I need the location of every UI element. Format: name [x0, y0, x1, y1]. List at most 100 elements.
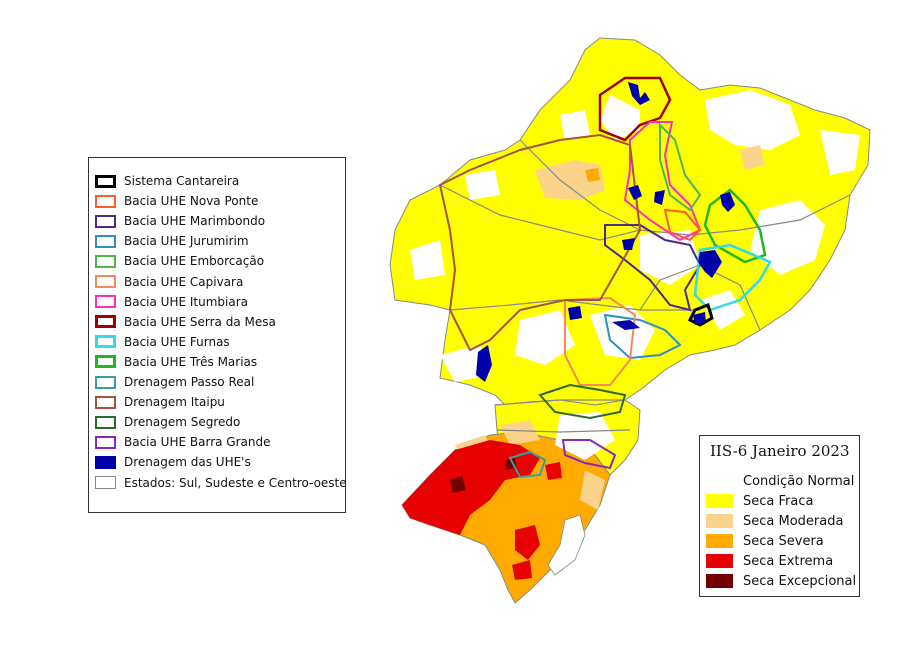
extreme-patch [515, 525, 540, 560]
basin-legend-item: Sistema Cantareira [95, 172, 239, 190]
lagoon [547, 514, 586, 576]
basin-furnas [693, 243, 772, 312]
basin-legend-item: Bacia UHE Emborcação [95, 252, 264, 270]
basin-itaipu [438, 133, 642, 352]
basin-legend-item: Drenagem Itaipu [95, 393, 225, 411]
normal-patch [555, 412, 615, 460]
reservoir [628, 185, 642, 200]
reservoir [476, 345, 492, 382]
basin-legend-swatch [95, 435, 116, 449]
basin-jurumirim [603, 313, 682, 360]
exceptional-patch [450, 476, 466, 493]
normal-patch [700, 290, 745, 330]
basin-capivara [564, 296, 637, 386]
drought-legend: IIS-6 Janeiro 2023 Condição Normal Seca F… [699, 435, 860, 597]
reservoirs [476, 82, 735, 382]
drought-legend-label: Seca Extrema [743, 553, 834, 569]
drought-legend-item: Condição Normal [706, 472, 854, 490]
reservoir [693, 312, 706, 325]
drought-legend-item: Seca Severa [706, 532, 824, 550]
normal-patch [750, 200, 825, 275]
basin-legend-label: Drenagem Passo Real [124, 375, 255, 389]
basin-legend-label: Bacia UHE Nova Ponte [124, 194, 259, 209]
reservoir [568, 306, 582, 320]
basin-legend-swatch [95, 275, 116, 288]
normal-patch [515, 310, 575, 365]
basin-legend-item: Bacia UHE Jurumirim [95, 232, 249, 250]
basin-serra-da-mesa [598, 76, 672, 142]
basin-legend: Sistema Cantareira Bacia UHE Nova Ponte Ba… [88, 157, 347, 513]
reservoir [612, 320, 640, 330]
basin-legend-item: Bacia UHE Três Marias [95, 353, 257, 371]
basin-legend-label: Bacia UHE Capivara [124, 274, 244, 289]
normal-patch [600, 95, 640, 140]
basin-legend-item: Bacia UHE Furnas [95, 333, 230, 351]
severe-patch [585, 168, 600, 182]
basin-legend-swatch [95, 476, 116, 489]
reservoir [654, 190, 665, 205]
extreme-patch [512, 560, 532, 580]
basin-legend-swatch [95, 395, 116, 409]
normal-patch [410, 240, 445, 280]
basin-outlines [438, 76, 772, 479]
drought-legend-swatch [706, 574, 733, 588]
basin-emborcacao [659, 122, 702, 212]
reservoir [628, 82, 650, 105]
reservoir [622, 238, 635, 250]
drought-legend-label: Seca Severa [743, 533, 824, 549]
basin-segredo [538, 383, 627, 420]
drought-patches [402, 90, 860, 580]
basin-legend-item: Bacia UHE Capivara [95, 273, 243, 291]
basin-tres-marias [703, 188, 767, 264]
basin-legend-swatch [95, 214, 116, 228]
state-border [494, 399, 625, 406]
moderate-patch [580, 470, 605, 510]
exceptional-patch [505, 458, 516, 470]
drought-legend-item: Seca Extrema [706, 552, 833, 570]
drought-legend-swatch [706, 534, 733, 548]
state-border [519, 139, 641, 231]
drought-legend-item: Seca Excepcional [706, 572, 856, 590]
basin-legend-item: Bacia UHE Serra da Mesa [95, 313, 276, 331]
basin-legend-swatch [95, 355, 116, 369]
basin-legend-swatch [95, 254, 116, 268]
drought-legend-label: Seca Fraca [743, 493, 814, 509]
drought-legend-label: Condição Normal [743, 473, 855, 489]
basin-legend-label: Bacia UHE Itumbiara [124, 294, 249, 309]
basin-marimbondo [604, 224, 702, 312]
basin-legend-label: Drenagem Segredo [124, 415, 241, 430]
state-border [496, 429, 631, 433]
drought-legend-item: Seca Moderada [706, 512, 843, 530]
basin-legend-label: Sistema Cantareira [124, 174, 240, 188]
reservoir [698, 250, 722, 278]
normal-patch [820, 130, 860, 175]
reservoir [720, 192, 735, 212]
basin-legend-swatch [95, 335, 116, 349]
basin-legend-swatch [95, 174, 116, 188]
basin-legend-label: Bacia UHE Furnas [124, 334, 230, 349]
basin-legend-label: Bacia UHE Três Marias [124, 354, 258, 369]
basin-legend-swatch [95, 415, 116, 429]
basin-legend-swatch [95, 375, 116, 389]
basin-legend-swatch [95, 194, 116, 208]
basin-itumbiara [623, 121, 702, 242]
basin-legend-label: Bacia UHE Marimbondo [124, 214, 266, 229]
extreme-patch [545, 462, 562, 480]
basin-legend-label: Drenagem Itaipu [124, 395, 225, 410]
basin-legend-label: Drenagem das UHE's [124, 455, 251, 470]
basin-legend-label: Estados: Sul, Sudeste e Centro-oeste [124, 475, 347, 490]
normal-patch [705, 90, 800, 150]
basin-legend-item: Drenagem Segredo [95, 413, 240, 431]
basin-legend-item: Bacia UHE Itumbiara [95, 293, 248, 311]
basin-legend-label: Bacia UHE Emborcação [124, 254, 265, 269]
basin-passo-real [508, 450, 547, 479]
basin-legend-item: Estados: Sul, Sudeste e Centro-oeste [95, 474, 347, 492]
basin-legend-label: Bacia UHE Jurumirim [124, 234, 249, 249]
basin-legend-item: Bacia UHE Marimbondo [95, 212, 265, 230]
basin-legend-item: Bacia UHE Barra Grande [95, 433, 271, 451]
moderate-patch [500, 420, 540, 445]
basin-legend-label: Bacia UHE Serra da Mesa [124, 314, 276, 329]
moderate-patch [740, 145, 765, 170]
drought-legend-item: Seca Fraca [706, 492, 813, 510]
